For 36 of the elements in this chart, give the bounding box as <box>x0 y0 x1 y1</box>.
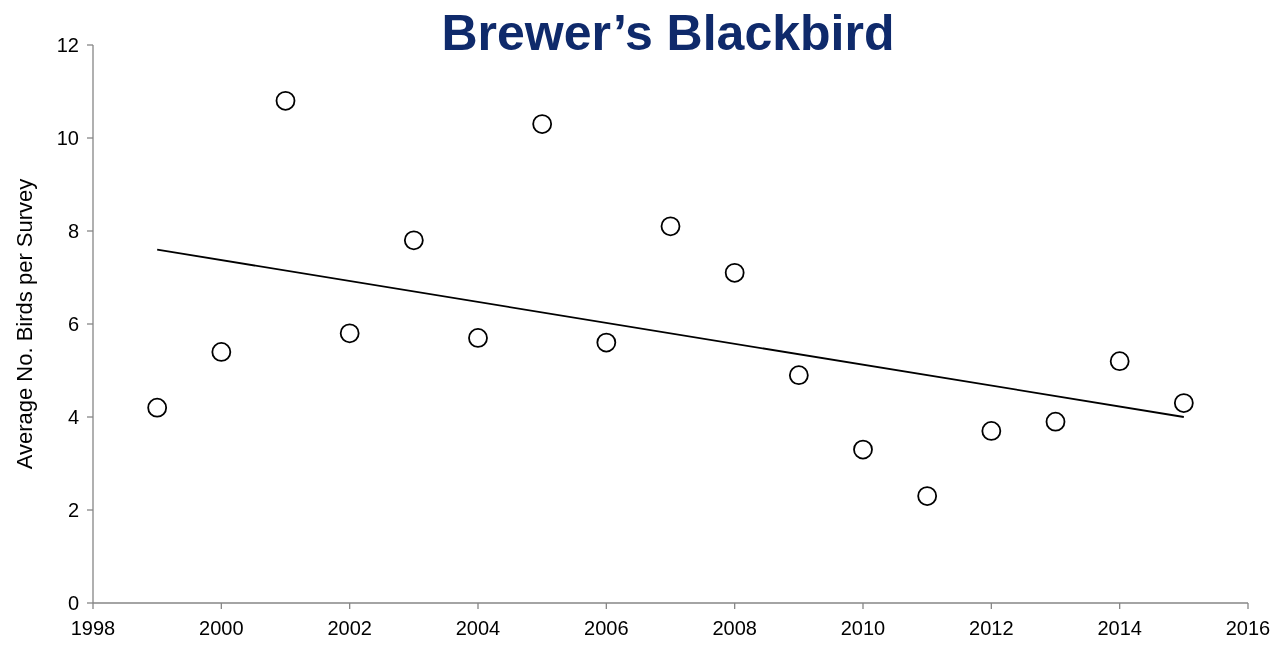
point <box>1045 411 1066 432</box>
point <box>596 332 617 353</box>
x-tick-label: 2008 <box>712 617 757 639</box>
point <box>917 486 938 506</box>
point <box>788 365 809 386</box>
x-tick-label: 2004 <box>455 617 501 639</box>
point <box>981 421 1002 441</box>
y-tick-label: 8 <box>67 220 79 242</box>
point <box>211 342 232 362</box>
point <box>660 216 681 237</box>
y-axis-title: Average No. Birds per Survey <box>12 178 37 470</box>
y-tick-label: 2 <box>67 499 79 521</box>
point <box>532 114 553 134</box>
x-tick-label: 2002 <box>327 617 372 639</box>
point <box>403 230 424 251</box>
point <box>1109 351 1130 372</box>
point <box>724 262 745 283</box>
y-tick-label: 12 <box>56 34 79 56</box>
x-tick-label: 2006 <box>584 617 629 639</box>
point <box>468 328 488 348</box>
y-tick-label: 0 <box>67 592 79 614</box>
x-tick-label: 2000 <box>199 617 244 639</box>
x-tick-label: 1998 <box>70 617 116 639</box>
x-tick-label: 2014 <box>1097 617 1142 639</box>
point <box>853 439 873 460</box>
point <box>147 397 168 418</box>
y-tick-label: 10 <box>56 127 79 149</box>
y-tick-label: 4 <box>67 406 79 428</box>
point <box>1173 393 1194 413</box>
point <box>339 323 360 344</box>
x-tick-label: 2012 <box>969 617 1014 639</box>
chart-title: Brewer’s Blackbird <box>441 5 895 61</box>
x-tick-label: 2010 <box>840 617 886 639</box>
point <box>275 90 296 111</box>
y-tick-label: 6 <box>67 313 79 335</box>
x-tick-label: 2016 <box>1225 617 1271 639</box>
